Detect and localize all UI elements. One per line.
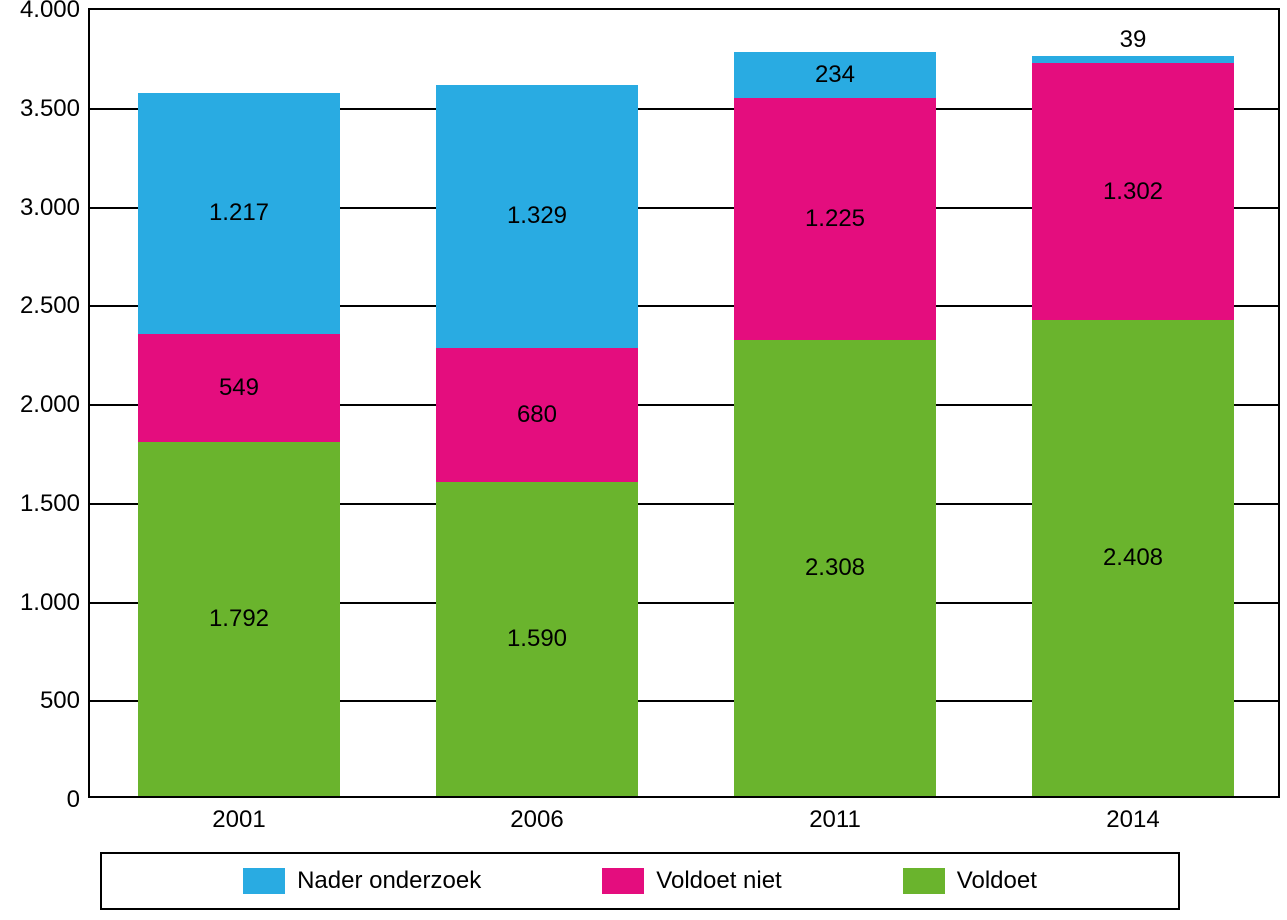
y-axis-tick-label: 2.000 — [20, 391, 80, 419]
legend-item-voldoet: Voldoet — [903, 867, 1037, 895]
legend-swatch — [903, 868, 945, 894]
bar-segment-voldoet — [1032, 320, 1235, 796]
bar-segment-nader_onderzoek — [734, 52, 937, 98]
bar-segment-nader_onderzoek — [1032, 56, 1235, 64]
plot-area: 05001.0001.5002.0002.5003.0003.5004.0002… — [88, 8, 1280, 798]
bar-segment-voldoet — [138, 442, 341, 796]
bar-group: 2.4081.30239 — [1032, 6, 1235, 796]
legend-label: Voldoet niet — [656, 867, 781, 895]
x-axis-tick-label: 2006 — [510, 806, 563, 834]
legend-item-nader_onderzoek: Nader onderzoek — [243, 867, 481, 895]
bar-value-label: 39 — [1032, 26, 1235, 54]
y-axis-tick-label: 4.000 — [20, 0, 80, 24]
y-axis-tick-label: 3.000 — [20, 194, 80, 222]
bar-segment-nader_onderzoek — [436, 85, 639, 347]
bar-group: 2.3081.225234 — [734, 6, 937, 796]
legend-swatch — [243, 868, 285, 894]
bar-segment-voldoet — [436, 482, 639, 796]
legend-label: Voldoet — [957, 867, 1037, 895]
y-axis-tick-label: 2.500 — [20, 292, 80, 320]
bar-segment-voldoet_niet — [734, 98, 937, 340]
bar-segment-voldoet — [734, 340, 937, 796]
stacked-bar-chart: 0 500 1.000 1.500 2.000 2.500 3.000 3.500 4.000 2… — [0, 0, 1287, 920]
x-axis-tick-label: 2014 — [1106, 806, 1159, 834]
bar-segment-voldoet_niet — [436, 348, 639, 482]
y-axis-tick-label: 1.500 — [20, 490, 80, 518]
x-axis-tick-label: 2011 — [809, 806, 861, 834]
y-axis-tick-label: 1.000 — [20, 589, 80, 617]
legend: Nader onderzoek Voldoet niet Voldoet — [100, 852, 1180, 910]
bar-segment-voldoet_niet — [138, 334, 341, 442]
legend-swatch — [602, 868, 644, 894]
legend-item-voldoet_niet: Voldoet niet — [602, 867, 781, 895]
bar-segment-voldoet_niet — [1032, 63, 1235, 320]
y-axis-tick-label: 3.500 — [20, 95, 80, 123]
x-axis-tick-label: 2001 — [212, 806, 265, 834]
bar-segment-nader_onderzoek — [138, 93, 341, 333]
y-axis-tick-label: 0 — [67, 786, 80, 814]
bar-group: 1.7925491.217 — [138, 6, 341, 796]
bar-group: 1.5906801.329 — [436, 6, 639, 796]
y-axis-tick-label: 500 — [40, 687, 80, 715]
legend-label: Nader onderzoek — [297, 867, 481, 895]
